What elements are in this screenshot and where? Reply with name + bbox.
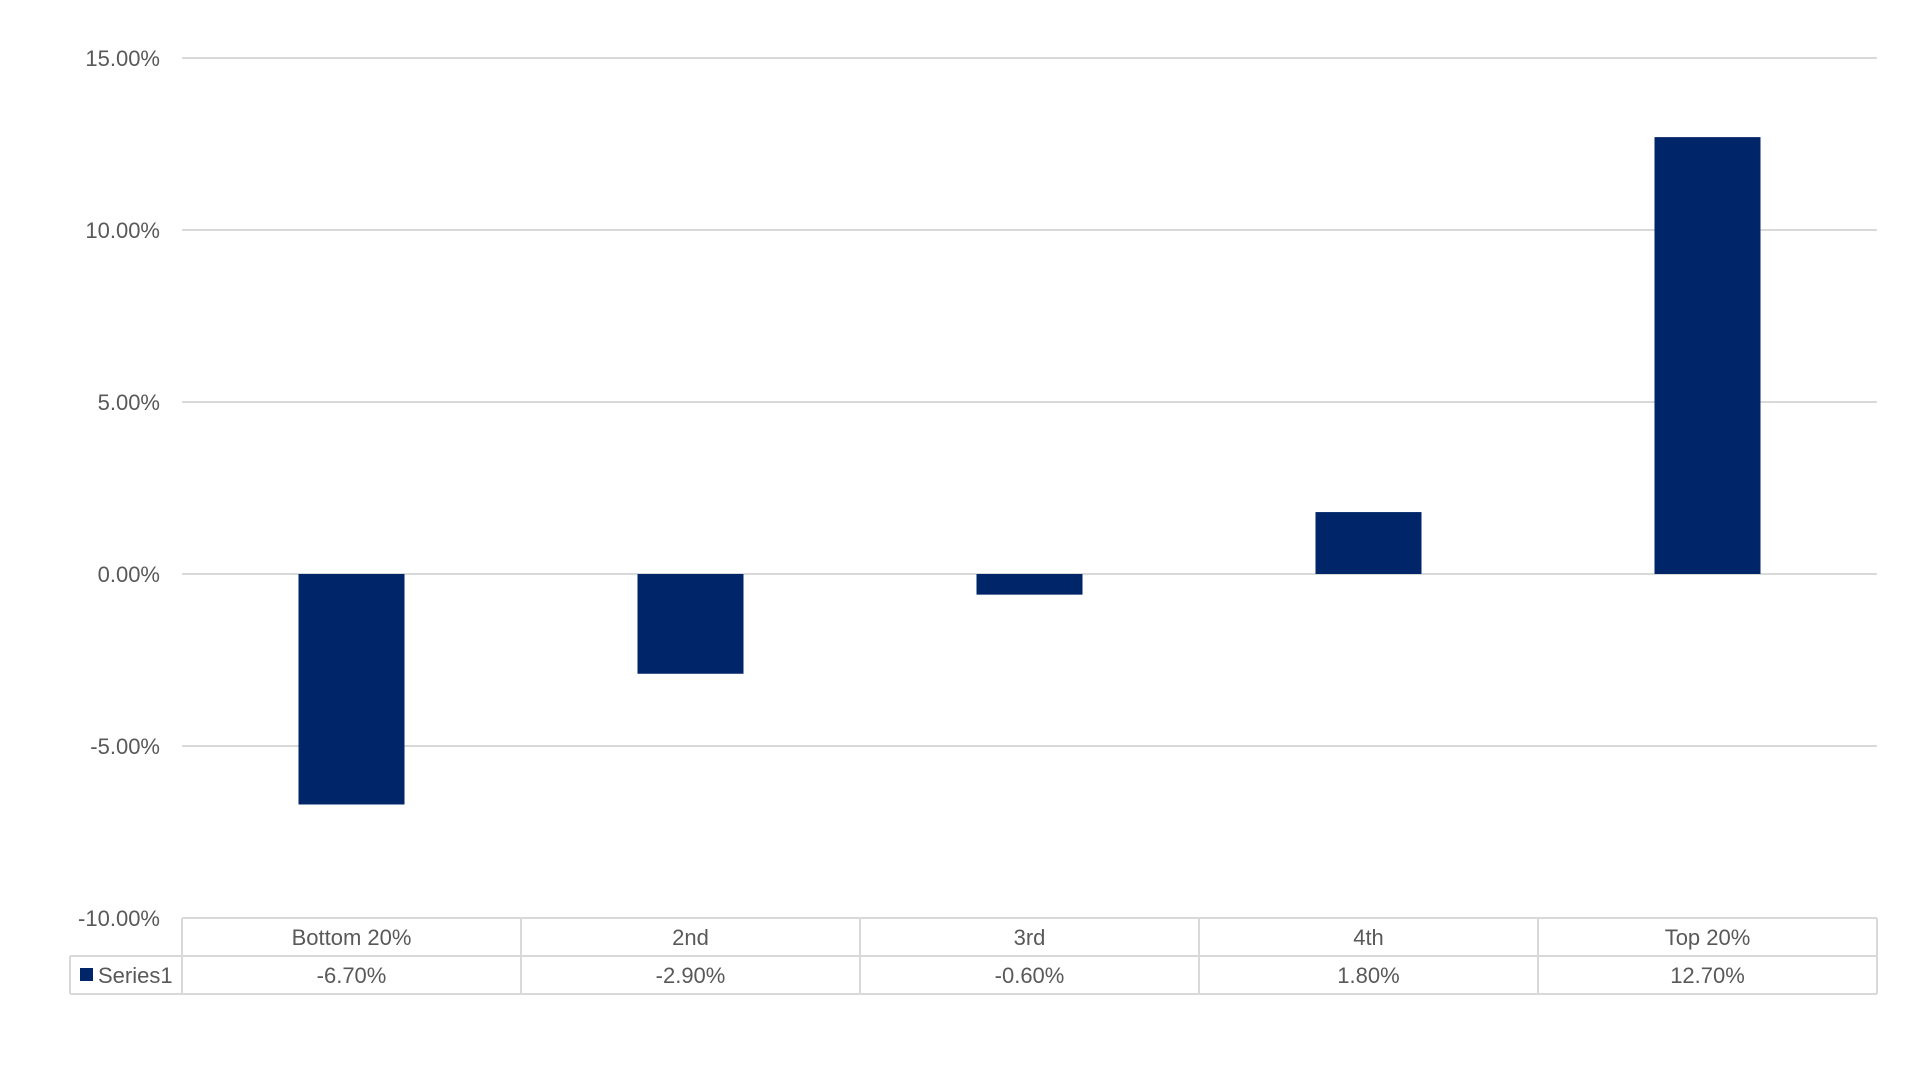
y-tick-label: 0.00% — [98, 562, 160, 587]
x-tick-label: 2nd — [672, 925, 709, 950]
gridlines — [182, 57, 1877, 747]
bar — [1315, 512, 1422, 574]
legend-label: Series1 — [98, 963, 173, 988]
x-tick-label: 3rd — [1014, 925, 1046, 950]
y-axis-tick-labels: 15.00% 10.00% 5.00% 0.00% -5.00% -10.00% — [78, 46, 160, 931]
bar — [298, 574, 405, 805]
y-tick-label: -10.00% — [78, 906, 160, 931]
data-label: -0.60% — [995, 963, 1065, 988]
bar — [1654, 137, 1761, 574]
y-tick-label: 10.00% — [85, 218, 160, 243]
data-table: Bottom 20% 2nd 3rd 4th Top 20% Series1 -6.70% -… — [69, 917, 1878, 995]
legend-swatch — [80, 968, 93, 981]
x-tick-label: 4th — [1353, 925, 1384, 950]
x-tick-label: Bottom 20% — [292, 925, 412, 950]
bar — [637, 574, 744, 674]
bars — [298, 137, 1761, 805]
y-tick-label: 5.00% — [98, 390, 160, 415]
data-label: 12.70% — [1670, 963, 1745, 988]
x-tick-label: Top 20% — [1665, 925, 1751, 950]
data-label: 1.80% — [1337, 963, 1399, 988]
y-tick-label: 15.00% — [85, 46, 160, 71]
data-label: -6.70% — [317, 963, 387, 988]
y-tick-label: -5.00% — [90, 734, 160, 759]
bar — [976, 574, 1083, 595]
data-label: -2.90% — [656, 963, 726, 988]
